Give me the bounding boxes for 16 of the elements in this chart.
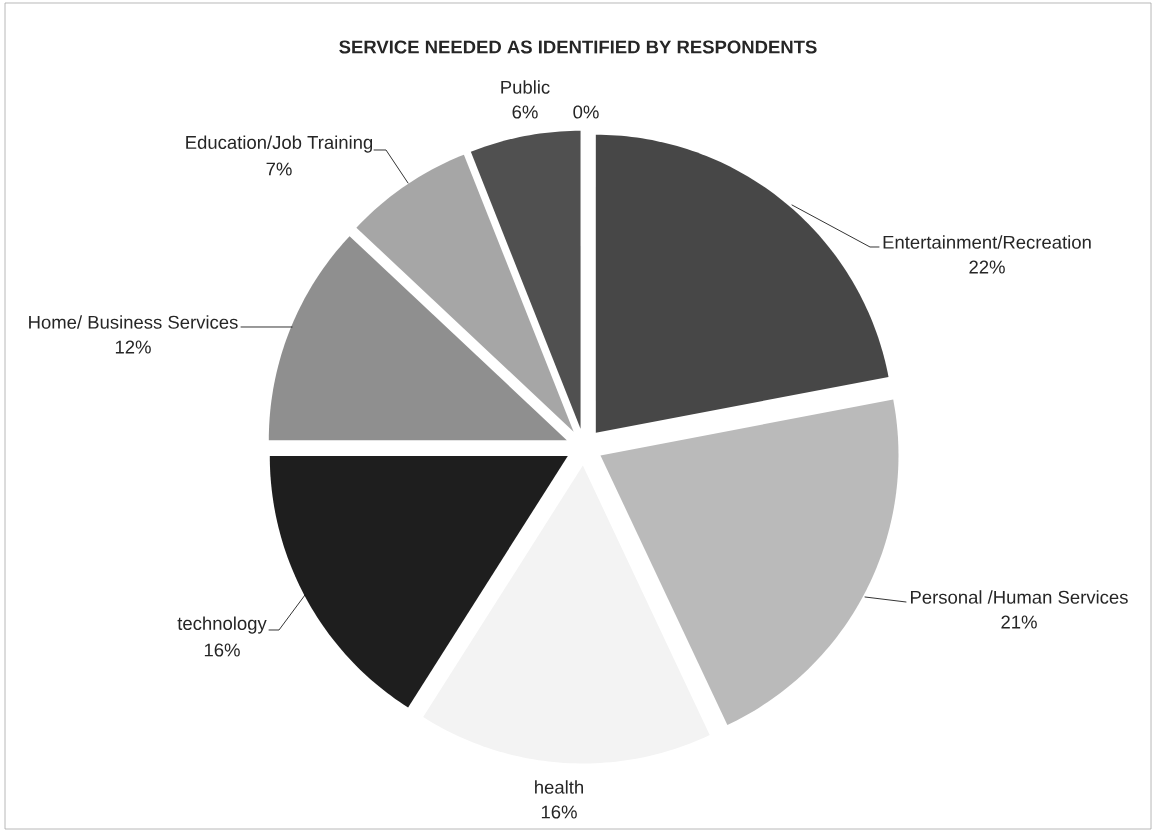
slice-label: Public [501,80,550,94]
data-label: 7% [266,162,292,176]
data-label: 21% [1001,615,1037,629]
data-label: 22% [969,260,1005,274]
slice-label: health [535,780,583,794]
slice-label: technology [177,616,267,634]
data-label: 16% [204,643,240,657]
slice-label: Home/ Business Services [29,315,238,329]
data-label: 12% [115,340,151,354]
slice-label: Personal /Human Services [911,590,1128,604]
slice-label: Education/Job Training [186,135,373,153]
slice-label: Entertainment/Recreation [883,235,1091,249]
data-label: 6% [512,105,538,119]
chart-title: SERVICE NEEDED AS IDENTIFIED BY RESPONDENTS [339,40,817,54]
text: 0% [573,105,599,119]
data-label: 16% [541,805,577,819]
